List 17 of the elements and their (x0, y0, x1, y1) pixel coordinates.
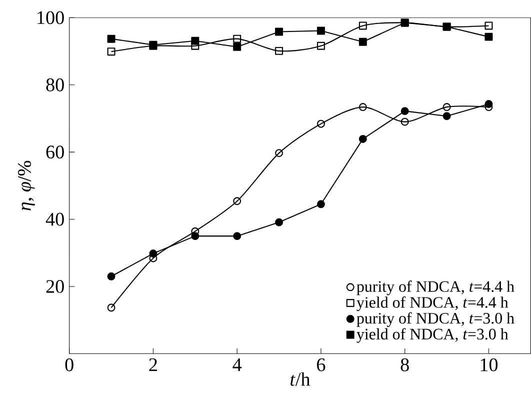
legend-label: purity of NDCA, t=4.4 h (356, 280, 514, 296)
legend-label: yield of NDCA, t=3.0 h (356, 328, 508, 343)
y-tick-label: 100 (38, 11, 64, 24)
x-tick-label: 8 (400, 358, 409, 372)
legend-label: yield of NDCA, t=4.4 h (356, 296, 508, 312)
x-tick-label: 6 (317, 358, 326, 372)
legend-label: purity of NDCA, t=3.0 h (356, 312, 514, 327)
x-tick-label: 4 (232, 358, 242, 371)
x-axis-title: t/h (290, 372, 310, 386)
y-tick-label: 80 (46, 78, 64, 92)
x-tick-label: 2 (149, 358, 157, 372)
x-tick-label: 10 (480, 358, 498, 372)
y-tick-label: 60 (46, 146, 64, 159)
y-tick-label: 40 (46, 212, 64, 226)
y-axis-title: η, φ/% (18, 160, 35, 210)
x-tick-label: 0 (65, 358, 74, 372)
y-tick-label: 20 (46, 280, 64, 293)
